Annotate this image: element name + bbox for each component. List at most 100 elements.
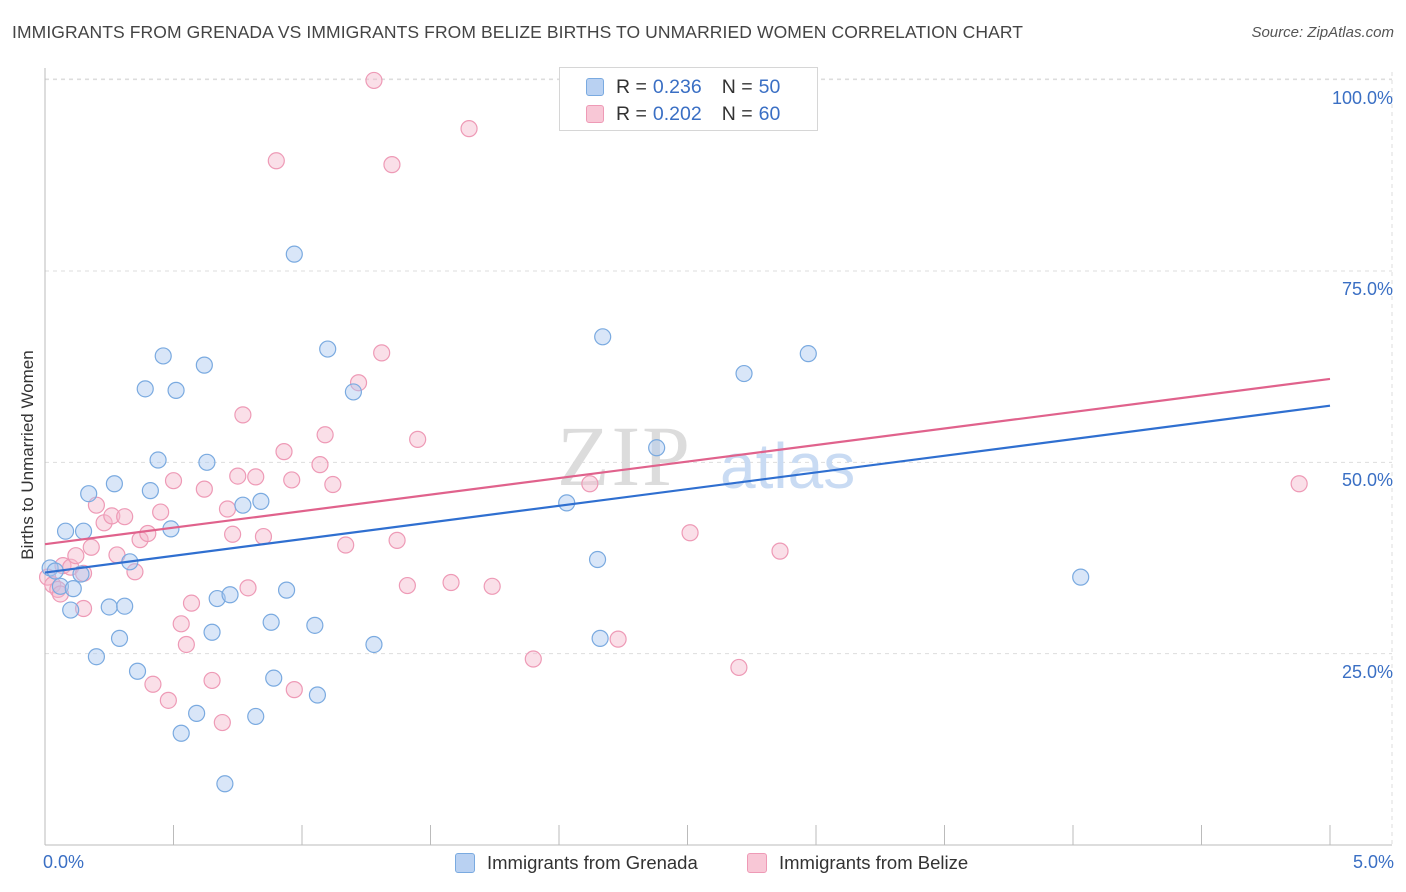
belize-point <box>524 650 542 668</box>
grenada-point <box>344 383 362 401</box>
x-tick-label: 5.0% <box>1352 852 1394 872</box>
source-label: Source: ZipAtlas.com <box>1251 24 1394 41</box>
belize-point <box>483 577 501 595</box>
belize-point <box>388 531 406 549</box>
legend-item-grenada: Immigrants from Grenada <box>455 852 698 874</box>
legend-label-grenada: Immigrants from Grenada <box>487 852 698 873</box>
grenada-point <box>188 704 206 722</box>
grenada-point <box>265 669 283 687</box>
grenada-point <box>262 613 280 631</box>
legend-swatch-grenada <box>586 78 604 96</box>
belize-point <box>239 579 257 597</box>
grenada-point <box>136 380 154 398</box>
stats-legend: R = 0.236 N = 50 R = 0.202 N = 60 <box>559 67 818 131</box>
grenada-point <box>319 340 337 358</box>
belize-point <box>267 152 285 170</box>
trend-lines <box>44 377 1331 574</box>
grenada-point <box>141 482 159 500</box>
belize-point <box>1290 475 1308 493</box>
belize-point <box>218 500 237 518</box>
legend-r-label: R = <box>616 75 647 98</box>
legend-n-label: N = <box>721 75 753 98</box>
belize-point <box>609 630 627 648</box>
grenada-point <box>594 328 612 346</box>
axis-layer <box>44 68 1392 846</box>
grenada-point <box>285 245 303 263</box>
belize-point <box>224 525 242 543</box>
series-legend: Immigrants from Grenada Immigrants from … <box>0 852 1406 876</box>
legend-swatch-belize <box>747 853 767 873</box>
grenada-point <box>221 586 239 604</box>
belize-point <box>195 480 213 498</box>
belize-point <box>275 443 293 461</box>
belize-point <box>383 156 401 174</box>
grenada-point <box>234 496 252 514</box>
y-tick-label: 100.0% <box>1331 87 1393 108</box>
belize-point <box>177 635 195 654</box>
belize-point <box>311 456 329 474</box>
belize-point <box>316 426 334 444</box>
grenada-point <box>203 623 221 641</box>
grenada-point <box>110 629 129 647</box>
grenada-point <box>306 616 324 634</box>
belize-trend-line <box>44 377 1331 546</box>
watermark-atlas: atlas <box>720 430 855 502</box>
belize-point <box>730 658 748 677</box>
legend-swatch-belize <box>586 105 604 123</box>
grenada-point <box>735 364 753 383</box>
belize-point <box>409 430 427 448</box>
belize-point <box>203 671 221 690</box>
belize-point <box>254 527 273 546</box>
belize-point <box>67 547 85 565</box>
belize-point <box>213 713 231 732</box>
grenada-point <box>105 475 123 493</box>
belize-point <box>349 374 368 392</box>
y-tick-label: 75.0% <box>1341 278 1393 299</box>
belize-point <box>373 344 391 362</box>
legend-n-label: N = <box>721 102 753 125</box>
belize-point <box>398 576 416 595</box>
grenada-point <box>172 724 190 742</box>
legend-label-belize: Immigrants from Belize <box>779 852 969 873</box>
grenada-point <box>128 662 147 680</box>
belize-point <box>139 524 157 543</box>
grenada-point <box>308 686 327 704</box>
legend-n-value: 50 <box>758 75 781 98</box>
grenada-point <box>74 522 93 540</box>
legend-r-value: 0.202 <box>652 102 702 125</box>
chart-title: IMMIGRANTS FROM GRENADA VS IMMIGRANTS FR… <box>12 22 1024 42</box>
belize-point <box>283 471 301 489</box>
belize-point <box>159 691 177 709</box>
belize-point <box>442 573 460 592</box>
belize-point <box>116 508 134 526</box>
belize-point <box>182 594 201 612</box>
grenada-point <box>149 451 167 469</box>
grid-layer <box>45 72 1393 845</box>
grenada-point <box>591 629 609 647</box>
belize-point <box>152 503 170 521</box>
grenada-point <box>116 597 134 615</box>
belize-point <box>337 536 355 554</box>
y-tick-label: 50.0% <box>1341 470 1393 491</box>
x-tick-label: 0.0% <box>43 852 85 872</box>
grenada-point <box>588 550 607 569</box>
legend-swatch-grenada <box>455 853 475 873</box>
grenada-point <box>195 356 213 374</box>
belize-point <box>247 468 265 486</box>
y-tick-label: 25.0% <box>1341 661 1393 682</box>
grenada-point <box>62 601 80 619</box>
grenada-trend-line <box>44 404 1331 574</box>
grenada-point <box>80 485 98 503</box>
belize-point <box>74 599 93 618</box>
belize-point <box>103 507 121 525</box>
belize-point <box>164 472 183 490</box>
grenada-point <box>154 347 172 365</box>
grenada-points <box>41 245 1090 793</box>
grenada-point <box>277 581 296 599</box>
grenada-point <box>216 775 234 793</box>
belize-point <box>581 475 599 493</box>
belize-point <box>771 542 789 560</box>
belize-point <box>126 563 144 581</box>
grenada-point <box>208 589 226 608</box>
